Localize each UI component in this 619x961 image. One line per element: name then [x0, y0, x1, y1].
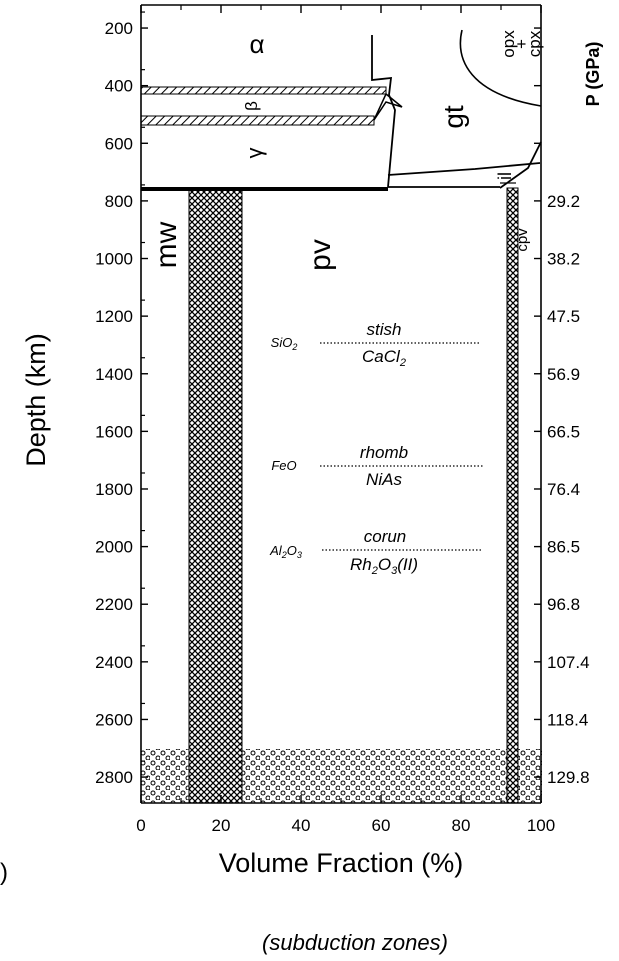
phase-label-pv: pv: [304, 239, 337, 271]
depth-tick-label: 2800: [95, 768, 133, 787]
lower-phase-cacl2: CaCl2: [362, 347, 406, 369]
depth-tick-label: 2000: [95, 538, 133, 557]
pressure-tick-label: 29.2: [547, 192, 580, 211]
x-tick-group: 0 20 40 60 80 100: [136, 5, 555, 835]
depth-tick-label: 800: [105, 192, 133, 211]
phase-label-opx: opx: [499, 30, 518, 58]
phase-label-cpv: cpv: [514, 228, 531, 252]
phase-label-cpx: cpx: [525, 30, 544, 57]
lower-phase-nias: NiAs: [366, 470, 402, 489]
upper-phase-corun: corun: [364, 527, 407, 546]
phase-label-alpha: α: [249, 29, 264, 59]
pressure-tick-label: 107.4: [547, 653, 590, 672]
transition-al2o3: Al2O3 corun Rh2O3(II): [269, 527, 482, 577]
depth-tick-label: 200: [105, 19, 133, 38]
depth-tick-label: 600: [105, 134, 133, 153]
x-tick-label: 60: [372, 816, 391, 835]
lower-phase-rh2o3: Rh2O3(II): [350, 555, 418, 577]
oxide-sio2: SiO2: [271, 335, 298, 352]
transition-feo: FeO rhomb NiAs: [271, 443, 483, 489]
phase-label-beta: β: [242, 101, 261, 111]
x-axis-title: Volume Fraction (%): [219, 848, 464, 878]
mw-column: [188, 189, 243, 804]
beta-band-bottom: [140, 115, 375, 126]
pressure-tick-label: 96.8: [547, 595, 580, 614]
beta-band-top: [140, 86, 387, 95]
beta-wedge: [373, 92, 403, 121]
figure-caption: (subduction zones): [262, 930, 448, 955]
pressure-tick-label: 129.8: [547, 768, 590, 787]
x-tick-label: 40: [292, 816, 311, 835]
cpv-column: [506, 187, 519, 804]
pressure-tick-label: 66.5: [547, 422, 580, 441]
oxide-al2o3: Al2O3: [269, 543, 302, 560]
left-tick-group: 200 400 600 800 1000 1200 1400 1600 1800 2000 2200…: [95, 11, 148, 787]
depth-tick-label: 2400: [95, 653, 133, 672]
depth-tick-label: 1000: [95, 250, 133, 269]
gt-il-boundary: [387, 162, 541, 176]
right-tick-group: 29.2 38.2 47.5 56.9 66.5 76.4 86.5 96.8 107.4 118…: [534, 27, 590, 787]
depth-tick-label: 2200: [95, 595, 133, 614]
phase-label-mw: mw: [150, 221, 183, 268]
pressure-tick-label: 47.5: [547, 307, 580, 326]
upper-phase-stish: stish: [367, 320, 402, 339]
phase-label-gt: gt: [438, 105, 469, 129]
pressure-tick-label: 86.5: [547, 538, 580, 557]
pressure-tick-label: 118.4: [547, 710, 588, 729]
x-tick-label: 0: [136, 816, 145, 835]
phase-label-gamma: γ: [242, 148, 267, 159]
panel-marker: ): [0, 859, 8, 886]
opx-cpx-boundary: [459, 29, 542, 107]
pressure-tick-label: 76.4: [547, 480, 580, 499]
x-tick-label: 80: [452, 816, 471, 835]
x-tick-label: 100: [527, 816, 555, 835]
depth-tick-label: 400: [105, 77, 133, 96]
pressure-axis-title: P (GPa): [583, 42, 603, 107]
phase-label-il: il: [495, 172, 515, 180]
depth-tick-label: 1800: [95, 480, 133, 499]
phase-label-plus: +: [512, 39, 531, 49]
alpha-gt-boundary: [371, 35, 396, 188]
oxide-feo: FeO: [271, 458, 296, 473]
depth-tick-label: 1400: [95, 365, 133, 384]
depth-tick-label: 1600: [95, 422, 133, 441]
x-tick-label: 20: [212, 816, 231, 835]
depth-tick-label: 1200: [95, 307, 133, 326]
gt-cpv-boundary: [499, 141, 542, 189]
y-axis-title: Depth (km): [21, 333, 51, 467]
pressure-tick-label: 56.9: [547, 365, 580, 384]
pressure-tick-label: 38.2: [547, 250, 580, 269]
depth-tick-label: 2600: [95, 710, 133, 729]
transition-sio2: SiO2 stish CaCl2: [271, 320, 480, 369]
upper-phase-rhomb: rhomb: [360, 443, 408, 462]
